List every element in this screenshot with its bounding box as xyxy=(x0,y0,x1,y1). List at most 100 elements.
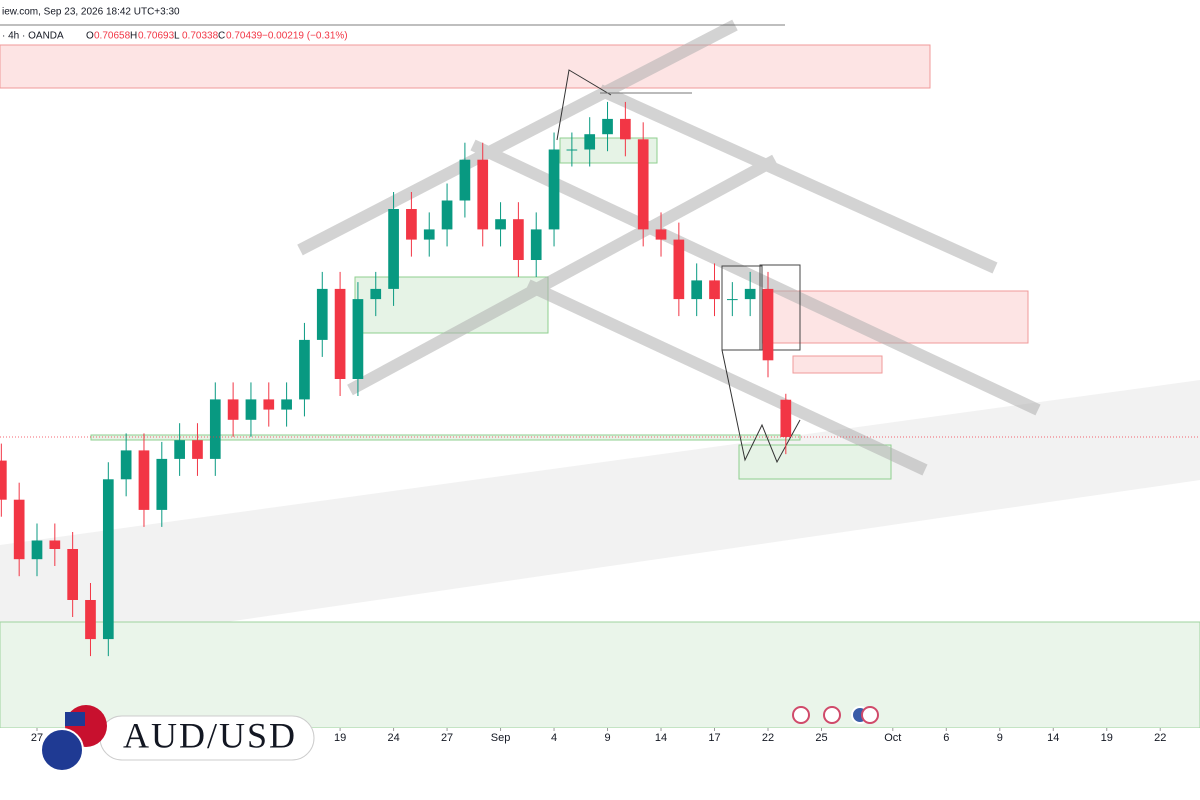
channel-line xyxy=(525,279,928,476)
x-tick-label: 14 xyxy=(1047,732,1059,744)
candle-body xyxy=(388,209,399,289)
candle-body xyxy=(459,159,471,201)
candle-body xyxy=(299,339,310,400)
candle-body xyxy=(316,288,328,340)
candle-body xyxy=(477,159,489,230)
ohlc-value: 0.70693 xyxy=(138,31,175,42)
candle-body xyxy=(281,399,292,410)
x-tick-label: 27 xyxy=(31,732,43,744)
candle-body xyxy=(13,499,25,560)
x-tick-label: 9 xyxy=(997,732,1003,744)
ohlc-key: L xyxy=(174,31,180,42)
event-icon xyxy=(823,706,841,724)
channels xyxy=(297,19,1041,476)
demand-line xyxy=(90,434,801,441)
ohlc-value: 0.70338 xyxy=(182,31,219,42)
ohlc-value: 0.70658 xyxy=(94,31,131,42)
ohlc-key: C xyxy=(218,31,225,42)
candle-body xyxy=(780,399,792,437)
candle-body xyxy=(709,280,720,300)
candle-body xyxy=(49,540,61,549)
candle-body xyxy=(495,219,506,230)
candle-body xyxy=(406,209,417,240)
range-box xyxy=(759,264,801,351)
demand-zone xyxy=(0,621,1200,729)
x-tick-label: 19 xyxy=(334,732,346,744)
demand-zone xyxy=(738,444,892,480)
candle-body xyxy=(0,460,7,500)
supply-zone xyxy=(0,44,931,89)
candles xyxy=(0,101,1200,657)
zigzag xyxy=(556,69,612,141)
candle-body xyxy=(620,118,631,140)
candle-body xyxy=(566,149,578,151)
candle-body xyxy=(67,548,79,600)
candle-body xyxy=(227,399,239,420)
candle-body xyxy=(156,458,168,510)
candle-body xyxy=(584,134,596,150)
x-tick-label: Sep xyxy=(491,732,511,744)
candle-body xyxy=(548,149,560,230)
candle-body xyxy=(102,479,114,640)
x-tick-label: 4 xyxy=(551,732,557,744)
x-tick-label: 19 xyxy=(1101,732,1113,744)
candle-body xyxy=(673,239,685,300)
us-flag-canton xyxy=(65,712,85,726)
candle-body xyxy=(423,229,435,240)
logo-text: AUD/USD xyxy=(123,715,297,755)
zigzag xyxy=(721,349,801,464)
candle-body xyxy=(263,399,275,410)
candle-body xyxy=(370,288,382,300)
channel-line xyxy=(297,19,738,256)
x-tick-label: 17 xyxy=(708,732,720,744)
ohlc-value: 0.70439 xyxy=(226,31,263,42)
candle-body xyxy=(352,299,364,379)
candle-body xyxy=(138,450,150,510)
header-source: iew.com, Sep 23, 2026 18:42 UTC+3:30 xyxy=(2,7,180,18)
ohlc-key: O xyxy=(86,31,94,42)
event-icons xyxy=(792,706,879,724)
channel-line xyxy=(347,154,778,396)
candle-body xyxy=(744,288,756,300)
ohlc-key: H xyxy=(130,31,137,42)
event-icon xyxy=(861,706,879,724)
ohlc-readout: O 0.70658 H 0.70693 L 0.70338 C 0.70439 xyxy=(86,31,263,42)
channel-line xyxy=(597,84,998,274)
candle-body xyxy=(691,280,703,300)
candle-body xyxy=(655,229,667,240)
candle-body xyxy=(602,118,613,135)
candle-body xyxy=(637,139,649,230)
x-tick-label: 25 xyxy=(815,732,827,744)
x-tick-label: 27 xyxy=(441,732,453,744)
x-tick-label: 24 xyxy=(387,732,399,744)
candle-body xyxy=(245,399,257,420)
header-change: −0.00219 (−0.31%) xyxy=(262,31,348,42)
x-tick-label: 6 xyxy=(943,732,949,744)
x-axis: 27 19 24 27 Sep 4 9 14 17 22 25 Oct 6 9 14 19 22 xyxy=(31,728,1166,744)
candle-body xyxy=(120,450,132,480)
x-tick-label: 9 xyxy=(604,732,610,744)
event-icon xyxy=(792,706,810,724)
x-tick-label: Oct xyxy=(884,732,901,744)
candle-body xyxy=(334,288,346,379)
au-flag xyxy=(40,728,84,772)
candle-body xyxy=(530,229,542,261)
trend-band xyxy=(0,380,1200,655)
candle-body xyxy=(192,440,203,459)
range-box xyxy=(721,265,763,351)
candle-body xyxy=(762,288,774,361)
supply-zone xyxy=(792,355,883,374)
candle-body xyxy=(85,599,96,640)
header-instrument: · 4h · OANDA xyxy=(2,31,64,42)
x-tick-label: 22 xyxy=(1154,732,1166,744)
x-tick-label: 14 xyxy=(655,732,667,744)
candle-body xyxy=(441,200,453,230)
channel-line xyxy=(470,139,1041,416)
candle-body xyxy=(209,399,221,459)
pair-logo: AUD/USD xyxy=(40,705,315,772)
candle-body xyxy=(513,219,524,261)
candle-body xyxy=(174,440,185,459)
x-tick-label: 22 xyxy=(762,732,774,744)
candle-body xyxy=(726,299,738,301)
